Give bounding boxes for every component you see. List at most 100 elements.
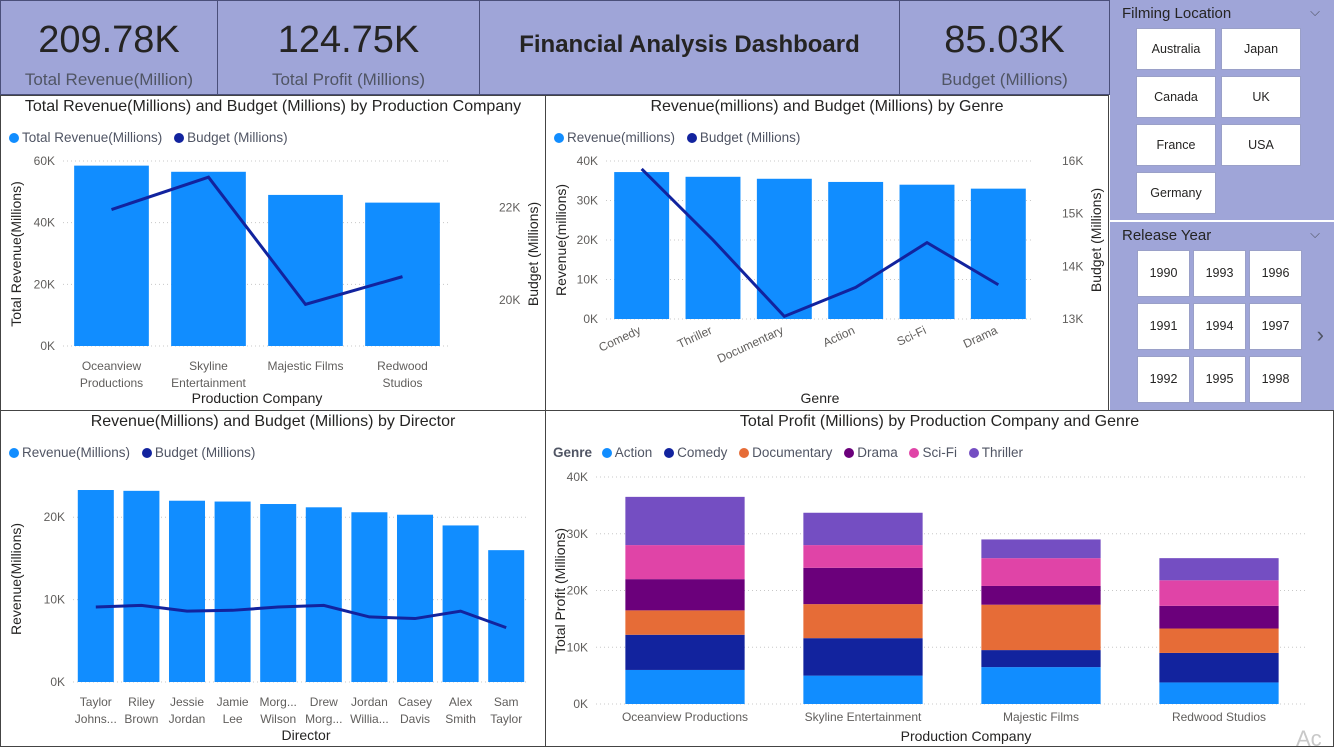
bar-segment <box>625 669 745 704</box>
x-tick-label: Majestic Films <box>267 359 343 373</box>
legend-item[interactable]: Total Revenue(Millions) <box>9 130 162 145</box>
chart-plot: 0K 10K 20K 30K 40K Oceanview Productions Skyli… <box>552 470 1308 744</box>
x-tick-label: Skyline Entertainment <box>805 710 922 724</box>
legend-marker <box>554 133 564 143</box>
filming-location-slicer: Filming Location ⌵ Australia Japan Canad… <box>1110 0 1334 220</box>
legend-item[interactable]: Budget (Millions) <box>174 130 288 145</box>
kpi-label: Total Profit (Millions) <box>271 70 426 89</box>
slicer-option[interactable]: 1992 <box>1137 356 1190 403</box>
slicer-option[interactable]: Canada <box>1136 76 1216 118</box>
x-tick-label: Skyline Entertainment <box>171 359 246 390</box>
bar-segment <box>1159 580 1279 606</box>
y-tick-label: 30K <box>567 527 588 541</box>
slicer-option[interactable]: 1990 <box>1137 250 1190 297</box>
chart-title: Total Profit (Millions) by Production Co… <box>739 413 1140 430</box>
legend-item[interactable]: Revenue(Millions) <box>9 445 130 460</box>
bar <box>828 181 884 319</box>
chart-title: Total Revenue(Millions) and Budget (Mill… <box>24 98 522 115</box>
chart-legend: Genre Action Comedy Documentary Drama Sc… <box>553 445 1031 460</box>
y2-tick-label: 13K <box>1062 312 1083 326</box>
x-tick-label: Taylor Johns... <box>75 695 117 726</box>
chart-revenue-budget-by-company: Total Revenue(Millions) and Budget (Mill… <box>0 95 546 411</box>
chevron-down-icon[interactable]: ⌵ <box>1310 226 1320 241</box>
chevron-right-icon[interactable]: › <box>1316 322 1324 347</box>
y-tick-label: 10K <box>567 640 588 654</box>
legend-item[interactable]: Budget (Millions) <box>141 445 255 460</box>
bar <box>970 188 1026 319</box>
y-tick-label: 30K <box>577 194 598 208</box>
slicer-option[interactable]: Germany <box>1136 172 1216 214</box>
legend-item[interactable]: Drama <box>844 445 898 460</box>
legend-label: Thriller <box>981 445 1024 460</box>
bar <box>899 184 955 319</box>
y-tick-label: 0K <box>40 339 55 353</box>
slicer-option[interactable]: 1998 <box>1249 356 1302 403</box>
slicer-option[interactable]: 1996 <box>1249 250 1302 297</box>
y-tick-label: 20K <box>577 233 598 247</box>
kpi-value: 209.78K <box>38 19 180 61</box>
bar-segment <box>1159 628 1279 653</box>
bar-segment <box>1159 682 1279 704</box>
bar <box>488 550 525 682</box>
slicer-option[interactable]: UK <box>1221 76 1301 118</box>
x-tick-label: Drama <box>961 323 1000 351</box>
bar-segment <box>803 567 923 605</box>
bar <box>396 514 434 682</box>
y-tick-label: 40K <box>567 470 588 484</box>
slicer-option[interactable]: 1995 <box>1193 356 1246 403</box>
x-tick-label: Comedy <box>597 323 643 355</box>
slicer-option[interactable]: 1997 <box>1249 303 1302 350</box>
bar-segment <box>981 650 1101 668</box>
legend-item[interactable]: Budget (Millions) <box>686 130 800 145</box>
bar-segment <box>625 579 745 611</box>
legend-item[interactable]: Comedy <box>664 445 727 460</box>
legend-marker <box>909 448 920 458</box>
chevron-down-icon[interactable]: ⌵ <box>1310 4 1320 19</box>
chart-legend: Revenue(Millions) Budget (Millions) <box>9 445 263 460</box>
slicer-option[interactable]: Japan <box>1221 28 1301 70</box>
slicer-option[interactable]: 1993 <box>1193 250 1246 297</box>
legend-marker <box>686 133 697 143</box>
axis-title: Budget (Millions) <box>525 202 541 306</box>
legend-item[interactable]: Documentary <box>739 445 832 460</box>
x-tick-label: Majestic Films <box>1003 710 1079 724</box>
bar <box>442 525 479 682</box>
chart-title: Revenue(millions) and Budget (Millions) … <box>650 98 1004 115</box>
bar-segment <box>803 545 923 568</box>
legend-item[interactable]: Sci-Fi <box>909 445 957 460</box>
x-tick-label: Jessie Jordan <box>169 695 206 726</box>
kpi-label: Total Revenue(Million) <box>24 70 194 89</box>
x-tick-label: Jordan Willia... <box>350 695 389 726</box>
bar-segment <box>803 512 923 546</box>
slicer-option[interactable]: USA <box>1221 124 1301 166</box>
legend-item[interactable]: Revenue(millions) <box>554 130 675 145</box>
slicer-option[interactable]: 1991 <box>1137 303 1190 350</box>
legend-item[interactable]: Thriller <box>968 445 1024 460</box>
x-tick-label: Riley Brown <box>124 695 158 726</box>
kpi-value: 124.75K <box>277 19 420 61</box>
slicer-option[interactable]: 1994 <box>1193 303 1246 350</box>
bar-segment <box>1159 605 1279 629</box>
bar-segment <box>803 638 923 676</box>
kpi-card-total-profit: 124.75K Total Profit (Millions) <box>217 0 480 95</box>
legend-item[interactable]: Action <box>601 445 652 460</box>
line-series <box>95 603 507 630</box>
slicer-title: Release Year <box>1122 227 1212 244</box>
bar <box>123 490 160 682</box>
chart-legend: Total Revenue(Millions) Budget (Millions… <box>9 130 296 145</box>
chart-plot: 0K 10K 20K Taylor Johns...Riley Brown Jessie Jo… <box>8 490 529 743</box>
bar-segment <box>803 604 923 639</box>
slicer-option[interactable]: France <box>1136 124 1216 166</box>
x-tick-label: Action <box>821 323 857 350</box>
x-tick-label: Oceanview Productions <box>80 359 143 390</box>
legend-marker <box>739 448 750 458</box>
legend-marker <box>9 448 19 458</box>
slicer-option[interactable]: Australia <box>1136 28 1216 70</box>
kpi-label: Budget (Millions) <box>941 70 1068 89</box>
legend-label: Sci-Fi <box>922 445 957 460</box>
bar <box>171 171 246 346</box>
x-tick-label: Redwood Studios <box>377 359 428 390</box>
legend-label: Budget (Millions) <box>187 130 288 145</box>
bar <box>214 501 251 682</box>
kpi-card-total-revenue: 209.78K Total Revenue(Million) <box>0 0 218 95</box>
